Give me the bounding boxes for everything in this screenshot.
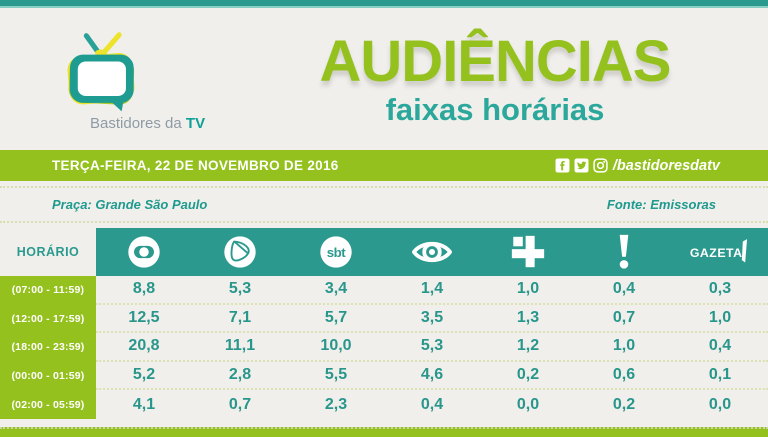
rating-value-sbt: 3,4 [324, 280, 348, 298]
cultura-logo-icon [511, 235, 545, 268]
ratings-table: HORÁRIO [0, 228, 768, 419]
rating-value-globo: 8,8 [132, 280, 156, 298]
record-column-header [192, 228, 288, 276]
rating-value-sbt: 10,0 [320, 337, 352, 355]
rating-value-record: 5,3 [228, 280, 252, 298]
rating-value-globo: 20,8 [128, 337, 160, 355]
table-body: (07:00 - 11:59) 8,8 5,3 3,4 1,4 1,0 0,4 0,3 (12:… [0, 276, 768, 419]
facebook-icon[interactable] [555, 158, 570, 173]
rating-value-sbt: 5,7 [324, 308, 348, 326]
time-range-label: (00:00 - 01:59) [0, 361, 96, 391]
table-row: (02:00 - 05:59) 4,1 0,7 2,3 0,4 0,0 0,2 0,0 [0, 390, 768, 419]
rating-value-cultura: 1,0 [516, 280, 540, 298]
info-bar: Praça: Grande São Paulo Fonte: Emissoras [0, 186, 768, 223]
time-range-label: (18:00 - 23:59) [0, 333, 96, 362]
page-title: AUDIÊNCIAS [319, 28, 672, 94]
brand-logo: Bastidores da TV [52, 27, 242, 132]
header: Bastidores da TV AUDIÊNCIAS faixas horár… [0, 8, 768, 150]
tv-logo-icon [67, 31, 135, 111]
social-handle[interactable]: /bastidoresdatv [612, 157, 720, 174]
rating-values-row: 12,5 7,1 5,7 3,5 1,3 0,7 1,0 [96, 305, 768, 334]
table-row: (07:00 - 11:59) 8,8 5,3 3,4 1,4 1,0 0,4 0,3 [0, 276, 768, 305]
rating-value-band: 0,4 [420, 395, 444, 413]
rating-values-row: 4,1 0,7 2,3 0,4 0,0 0,2 0,0 [96, 390, 768, 419]
gazeta-logo-icon: GAZETA [690, 239, 748, 263]
rating-value-redetv: 0,6 [612, 366, 636, 384]
rating-values-row: 5,2 2,8 5,5 4,6 0,2 0,6 0,1 [96, 362, 768, 391]
rating-value-gazeta: 1,0 [708, 308, 732, 326]
rating-value-redetv: 1,0 [612, 337, 636, 355]
rating-value-sbt: 5,5 [324, 366, 348, 384]
date-label: TERÇA-FEIRA, 22 DE NOVEMBRO DE 2016 [52, 158, 339, 173]
rating-value-redetv: 0,2 [612, 395, 636, 413]
page-subtitle: faixas horárias [385, 92, 605, 128]
time-range-label: (12:00 - 17:59) [0, 304, 96, 334]
social-links[interactable]: /bastidoresdatv [555, 158, 720, 174]
brand-name-bold: TV [185, 114, 206, 132]
table-row: (12:00 - 17:59) 12,5 7,1 5,7 3,5 1,3 0,7 1,0 [0, 304, 768, 334]
rating-value-band: 4,6 [420, 366, 444, 384]
band-column-header [384, 228, 480, 276]
top-teal-strip [0, 0, 768, 8]
svg-text:sbt: sbt [327, 245, 347, 260]
band-logo-icon [412, 241, 452, 263]
cultura-column-header [480, 228, 576, 276]
twitter-icon[interactable] [574, 158, 589, 173]
rating-value-globo: 4,1 [132, 395, 156, 413]
rating-value-band: 5,3 [420, 337, 444, 355]
table-header: HORÁRIO [0, 228, 768, 276]
brand-name: Bastidores da TV [90, 115, 242, 132]
time-range-label: (07:00 - 11:59) [0, 276, 96, 305]
rating-value-gazeta: 0,3 [708, 280, 732, 298]
sbt-logo-icon: sbt [320, 236, 352, 268]
instagram-icon[interactable] [593, 158, 608, 173]
rating-value-record: 2,8 [228, 366, 252, 384]
redetv-exclamation-logo-icon [619, 234, 629, 269]
rating-value-record: 11,1 [224, 337, 256, 355]
table-row: (00:00 - 01:59) 5,2 2,8 5,5 4,6 0,2 0,6 0,1 [0, 361, 768, 391]
praca-label: Praça: Grande São Paulo [52, 197, 208, 212]
rating-values-row: 8,8 5,3 3,4 1,4 1,0 0,4 0,3 [96, 276, 768, 305]
horario-header: HORÁRIO [16, 245, 80, 259]
rating-value-globo: 5,2 [132, 366, 156, 384]
rating-value-cultura: 1,2 [516, 337, 540, 355]
gazeta-column-header: GAZETA [672, 228, 768, 276]
rating-value-band: 1,4 [420, 280, 444, 298]
rating-value-gazeta: 0,4 [708, 337, 732, 355]
globo-column-header [96, 228, 192, 276]
fonte-label: Fonte: Emissoras [606, 197, 716, 212]
network-logos-row: sbt [96, 228, 768, 276]
svg-text:GAZETA: GAZETA [690, 246, 743, 260]
rating-value-cultura: 0,2 [516, 366, 540, 384]
rating-value-sbt: 2,3 [324, 395, 348, 413]
table-row: (18:00 - 23:59) 20,8 11,1 10,0 5,3 1,2 1,0 0,4 [0, 333, 768, 362]
rating-value-gazeta: 0,0 [708, 395, 732, 413]
time-range-label: (02:00 - 05:59) [0, 390, 96, 419]
rating-value-band: 3,5 [420, 308, 444, 326]
title-block: AUDIÊNCIAS faixas horárias [242, 28, 768, 128]
rating-value-cultura: 1,3 [516, 308, 540, 326]
rating-value-gazeta: 0,1 [708, 366, 732, 384]
rating-values-row: 20,8 11,1 10,0 5,3 1,2 1,0 0,4 [96, 333, 768, 362]
rating-value-cultura: 0,0 [516, 395, 540, 413]
rating-value-redetv: 0,4 [612, 280, 636, 298]
brand-name-regular: Bastidores da [90, 114, 182, 132]
record-logo-icon [224, 236, 256, 268]
rating-value-globo: 12,5 [128, 308, 160, 326]
rating-value-redetv: 0,7 [612, 308, 636, 326]
rating-value-record: 7,1 [228, 308, 252, 326]
sbt-column-header: sbt [288, 228, 384, 276]
date-bar: TERÇA-FEIRA, 22 DE NOVEMBRO DE 2016 /bas… [0, 150, 768, 181]
redetv-column-header [576, 228, 672, 276]
globo-logo-icon [128, 236, 160, 268]
rating-value-record: 0,7 [228, 395, 252, 413]
bottom-green-strip [0, 427, 768, 437]
